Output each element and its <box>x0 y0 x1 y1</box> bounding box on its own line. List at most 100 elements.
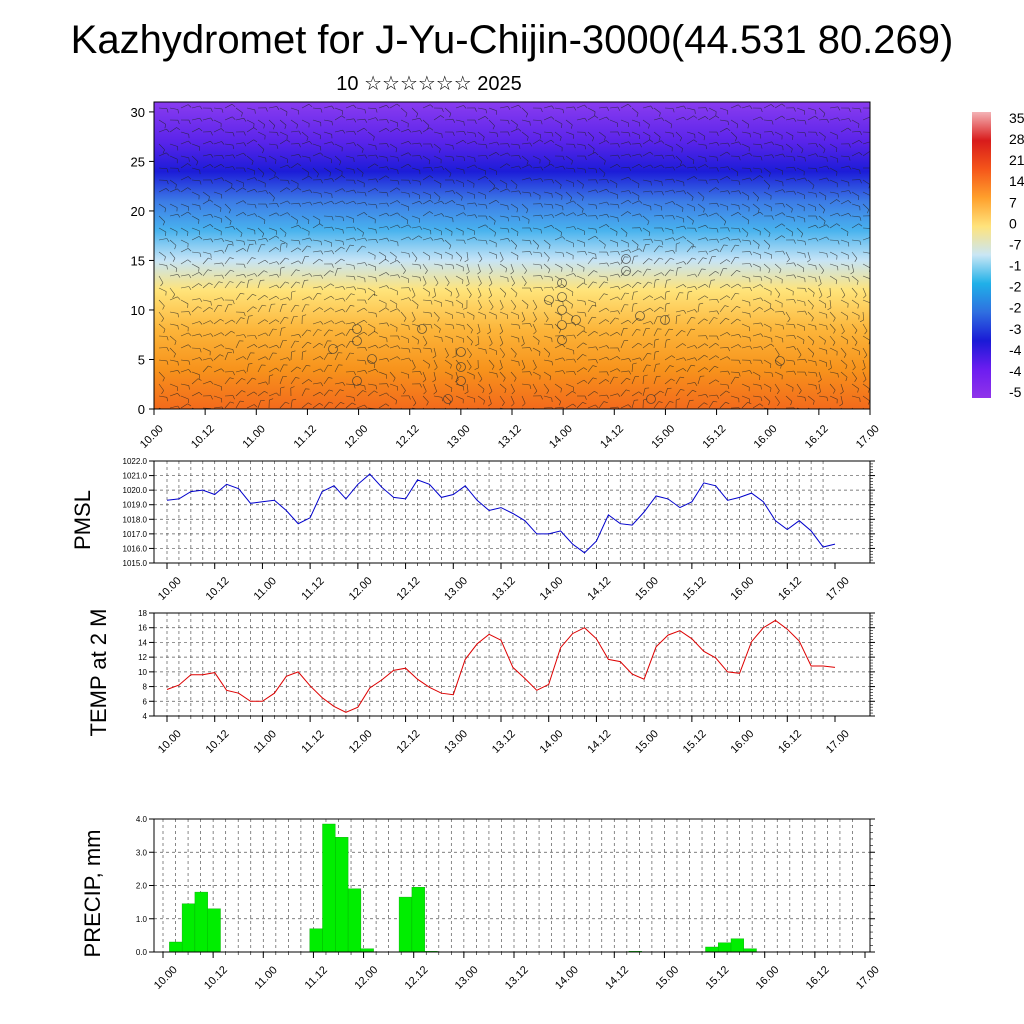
precip-bar <box>731 939 744 952</box>
heatmap-x-tick-label: 10.12 <box>189 423 217 451</box>
wind-barb-flag <box>870 117 873 120</box>
heatmap-x-tick-label: 16.12 <box>803 423 831 451</box>
x-tick-label: 14.12 <box>603 964 631 992</box>
x-tick-label: 16.12 <box>776 575 804 603</box>
y-tick-label: 14 <box>138 638 147 647</box>
panel-background <box>154 461 870 563</box>
x-tick-label: 11.12 <box>299 575 326 602</box>
heatmap-x-tick-label: 14.12 <box>598 423 626 451</box>
wind-barb-flag <box>523 415 526 418</box>
heatmap-y-tick-label: 5 <box>138 352 145 367</box>
y-tick-label: 1022.0 <box>123 457 148 466</box>
heatmap-y-tick-label: 0 <box>138 402 145 417</box>
x-tick-label: 12.00 <box>347 728 375 756</box>
colorbar-label: 0 <box>1009 215 1017 231</box>
x-tick-label: 11.00 <box>252 728 279 755</box>
x-tick-label: 14.00 <box>553 964 581 992</box>
x-tick-label: 10.12 <box>204 575 232 603</box>
y-tick-label: 1015.0 <box>123 559 148 568</box>
wind-barb-flag <box>428 413 429 417</box>
wind-barb-flag <box>436 415 438 418</box>
y-tick-label: 12 <box>138 653 147 662</box>
x-tick-label: 17.00 <box>824 575 852 603</box>
colorbar-strip <box>972 112 991 398</box>
x-tick-label: 17.00 <box>854 964 882 992</box>
x-tick-label: 15.12 <box>703 964 731 992</box>
x-tick-label: 11.00 <box>252 964 279 991</box>
x-tick-label: 16.00 <box>754 964 782 992</box>
heatmap-y-tick-label: 25 <box>131 154 145 169</box>
heatmap-x-tick-label: 14.00 <box>547 423 575 451</box>
colorbar-label: -4 <box>1009 363 1022 379</box>
wind-barb-flag <box>871 229 872 233</box>
precip-bar <box>323 824 336 952</box>
x-tick-label: 12.00 <box>347 575 375 603</box>
wind-barb-flag <box>508 410 509 414</box>
heatmap-y-tick-label: 15 <box>131 253 145 268</box>
heatmap-panel: 05101520253010.00 10.12 11.00 11.12 12.00 12.… <box>131 102 882 451</box>
wind-barb-flag <box>819 416 822 419</box>
wind-barb-flag <box>778 415 780 418</box>
wind-barb-flag <box>539 412 540 416</box>
y-tick-label: 1017.0 <box>123 530 148 539</box>
precip-bar <box>335 837 348 952</box>
x-tick-label: 10.00 <box>152 964 180 992</box>
wind-barb-flag <box>772 409 773 413</box>
colorbar: 3528211470-7-1-2-2-3-4-4-5 <box>972 110 1024 400</box>
y-axis-title: PRECIP, mm <box>80 830 105 958</box>
y-tick-label: 16 <box>138 624 147 633</box>
heatmap-y-tick-label: 30 <box>131 105 145 120</box>
wind-barb-flag <box>509 416 512 418</box>
wind-barb-flag <box>403 415 406 418</box>
y-tick-label: 18 <box>138 609 147 618</box>
colorbar-label: 7 <box>1009 194 1017 210</box>
x-tick-label: 11.12 <box>299 728 326 755</box>
x-tick-label: 13.00 <box>442 728 470 756</box>
heatmap-x-tick-label: 11.00 <box>240 423 267 450</box>
colorbar-label: -3 <box>1009 321 1022 337</box>
wind-barb-flag <box>450 413 451 417</box>
x-tick-label: 13.00 <box>442 575 470 603</box>
x-tick-label: 15.00 <box>633 575 661 603</box>
wind-barb-flag <box>871 254 872 258</box>
wind-barb-flag <box>871 237 874 240</box>
x-tick-label: 16.00 <box>728 575 756 603</box>
x-tick-label: 17.00 <box>824 728 852 756</box>
wind-barb-flag <box>871 108 872 112</box>
heatmap-x-tick-label: 12.00 <box>342 423 370 451</box>
colorbar-label: 14 <box>1009 173 1024 189</box>
precip-bar <box>182 904 195 952</box>
precipitation-panel: 0.01.02.03.04.010.00 10.12 11.00 11.12 12.00… <box>80 815 882 992</box>
heatmap-x-tick-label: 16.00 <box>752 423 780 451</box>
x-tick-label: 16.12 <box>776 728 804 756</box>
y-tick-label: 1019.0 <box>123 501 148 510</box>
wind-barb-flag <box>871 168 872 172</box>
x-tick-label: 14.12 <box>585 575 613 603</box>
heatmap-x-tick-label: 17.00 <box>854 423 882 451</box>
x-tick-label: 12.12 <box>403 964 431 992</box>
heatmap-x-tick-label: 12.12 <box>394 423 422 451</box>
colorbar-label: -2 <box>1009 279 1022 295</box>
colorbar-label: -4 <box>1009 342 1022 358</box>
precip-bar <box>169 942 182 952</box>
precip-bar <box>208 909 221 952</box>
heatmap-y-tick-label: 10 <box>131 303 145 318</box>
heatmap-y-tick-label: 20 <box>131 204 145 219</box>
colorbar-label: -1 <box>1009 258 1022 274</box>
y-tick-label: 1018.0 <box>123 515 148 524</box>
x-tick-label: 13.12 <box>503 964 531 992</box>
wind-barb-flag <box>866 414 868 417</box>
x-tick-label: 14.00 <box>538 728 566 756</box>
colorbar-label: -5 <box>1009 384 1022 400</box>
heatmap-x-tick-label: 15.12 <box>700 423 728 451</box>
x-tick-label: 16.12 <box>804 964 832 992</box>
wind-barb-flag <box>476 416 479 418</box>
precip-bar <box>399 897 412 952</box>
heatmap-x-tick-label: 13.00 <box>445 423 473 451</box>
x-tick-label: 10.12 <box>204 728 232 756</box>
wind-barb-flag <box>420 410 421 414</box>
x-tick-label: 16.00 <box>728 728 756 756</box>
heatmap-x-tick-label: 10.00 <box>138 423 166 451</box>
temperature-panel: 468101214161810.00 10.12 11.00 11.12 12.00 12… <box>86 609 875 756</box>
y-tick-label: 6 <box>143 697 148 706</box>
